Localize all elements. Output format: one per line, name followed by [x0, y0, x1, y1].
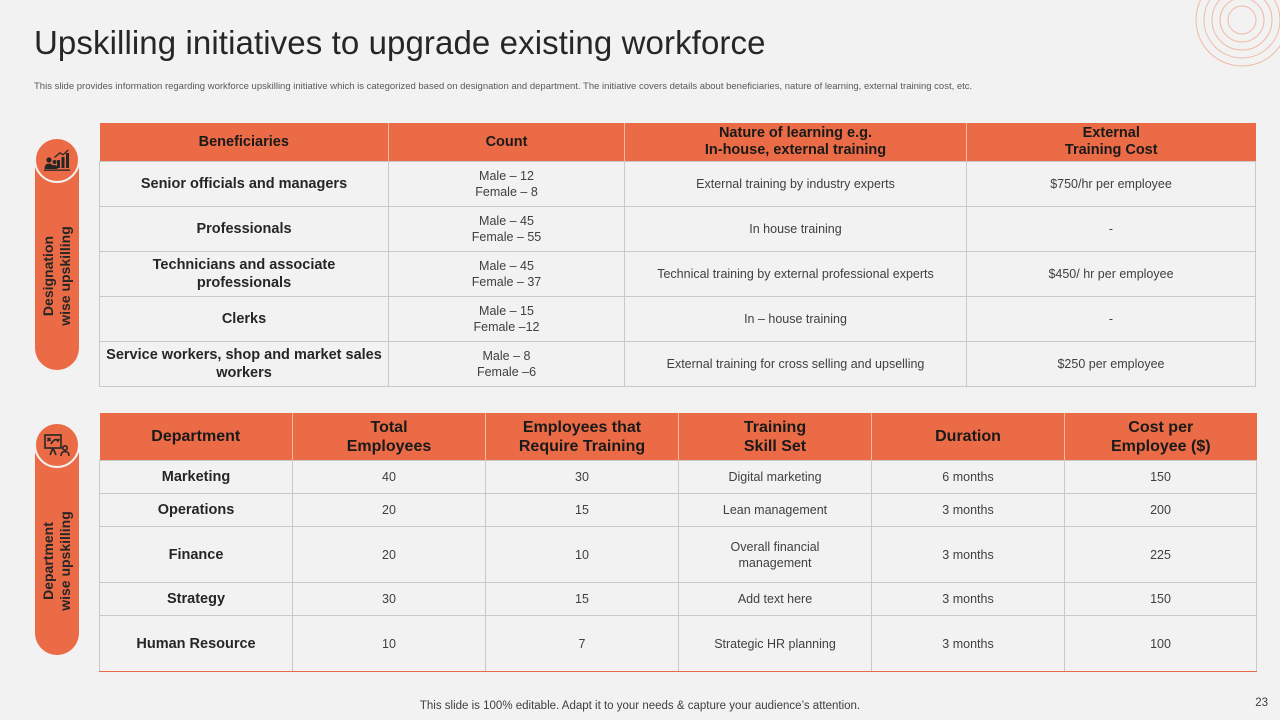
duration-cell: 3 months: [871, 615, 1065, 672]
skill-set-cell: Digital marketing: [678, 460, 872, 494]
header-department: Department: [99, 413, 293, 461]
duration-cell: 3 months: [871, 526, 1065, 583]
department-label-line1: Department: [40, 521, 56, 600]
cost-cell: $450/ hr per employee: [966, 251, 1256, 297]
skill-set-cell: Lean management: [678, 493, 872, 527]
total-employees-cell: 20: [292, 493, 486, 527]
department-cell: Strategy: [99, 582, 293, 616]
department-label-line2: wise upskilling: [57, 510, 73, 611]
duration-cell: 6 months: [871, 460, 1065, 494]
cost-cell: 100: [1064, 615, 1257, 672]
total-employees-cell: 30: [292, 582, 486, 616]
table-row: Senior officials and managers Male – 12 F…: [99, 161, 1256, 207]
total-employees-cell: 10: [292, 615, 486, 672]
header-external-training-cost: External Training Cost: [966, 123, 1256, 162]
nature-cell: In – house training: [624, 296, 967, 342]
duration-cell: 3 months: [871, 582, 1065, 616]
count-cell: Male – 45 Female – 37: [388, 251, 625, 297]
designation-label-line2: wise upskilling: [57, 225, 73, 326]
header-duration: Duration: [871, 413, 1065, 461]
table-header-row: Department Total Employees Employees that…: [99, 413, 1257, 461]
skill-set-cell: Strategic HR planning: [678, 615, 872, 672]
cost-cell: 150: [1064, 460, 1257, 494]
nature-cell: Technical training by external professio…: [624, 251, 967, 297]
header-employees-require-training: Employees that Require Training: [485, 413, 679, 461]
designation-label-line1: Designation: [40, 235, 56, 316]
department-cell: Human Resource: [99, 615, 293, 672]
department-side-label: Department wise upskilling: [34, 422, 80, 655]
slide-title: Upskilling initiatives to upgrade existi…: [34, 24, 766, 61]
cost-cell: 200: [1064, 493, 1257, 527]
cost-cell: -: [966, 206, 1256, 252]
table-row: Service workers, shop and market sales w…: [99, 341, 1256, 387]
total-employees-cell: 20: [292, 526, 486, 583]
concentric-circles-decoration: [1195, 0, 1280, 67]
total-employees-cell: 40: [292, 460, 486, 494]
beneficiary-cell: Clerks: [99, 296, 389, 342]
designation-side-label: Designation wise upskilling: [34, 137, 80, 370]
beneficiary-cell: Service workers, shop and market sales w…: [99, 341, 389, 387]
count-cell: Male – 15 Female –12: [388, 296, 625, 342]
require-training-cell: 15: [485, 582, 679, 616]
table-row: Finance 20 10 Overall financial manageme…: [99, 526, 1257, 583]
skill-set-cell: Overall financial management: [678, 526, 872, 583]
cost-cell: $750/hr per employee: [966, 161, 1256, 207]
count-cell: Male – 8 Female –6: [388, 341, 625, 387]
table-row: Technicians and associate professionals …: [99, 251, 1256, 297]
beneficiary-cell: Senior officials and managers: [99, 161, 389, 207]
header-beneficiaries: Beneficiaries: [99, 123, 389, 162]
count-cell: Male – 12 Female – 8: [388, 161, 625, 207]
skill-set-cell: Add text here: [678, 582, 872, 616]
table-row: Strategy 30 15 Add text here 3 months 15…: [99, 582, 1257, 616]
count-cell: Male – 45 Female – 55: [388, 206, 625, 252]
nature-cell: External training by industry experts: [624, 161, 967, 207]
beneficiary-cell: Technicians and associate professionals: [99, 251, 389, 297]
department-cell: Finance: [99, 526, 293, 583]
cost-cell: 225: [1064, 526, 1257, 583]
cost-cell: -: [966, 296, 1256, 342]
department-upskilling-table: Department Total Employees Employees that…: [99, 413, 1257, 672]
nature-cell: External training for cross selling and …: [624, 341, 967, 387]
duration-cell: 3 months: [871, 493, 1065, 527]
require-training-cell: 15: [485, 493, 679, 527]
beneficiary-cell: Professionals: [99, 206, 389, 252]
require-training-cell: 10: [485, 526, 679, 583]
growth-chart-people-icon: [34, 137, 80, 183]
header-cost-per-employee: Cost per Employee ($): [1064, 413, 1257, 461]
require-training-cell: 7: [485, 615, 679, 672]
department-cell: Operations: [99, 493, 293, 527]
slide-footer: This slide is 100% editable. Adapt it to…: [419, 700, 861, 712]
table-row: Professionals Male – 45 Female – 55 In ho…: [99, 206, 1256, 252]
table-row: Operations 20 15 Lean management 3 month…: [99, 493, 1257, 527]
header-total-employees: Total Employees: [292, 413, 486, 461]
table-header-row: Beneficiaries Count Nature of learning e…: [99, 123, 1256, 162]
nature-cell: In house training: [624, 206, 967, 252]
header-training-skill-set: Training Skill Set: [678, 413, 872, 461]
strategy-board-icon: [34, 422, 80, 468]
table-row: Marketing 40 30 Digital marketing 6 mont…: [99, 460, 1257, 494]
cost-cell: 150: [1064, 582, 1257, 616]
header-nature-of-learning: Nature of learning e.g. In-house, externa…: [624, 123, 967, 162]
page-number: 23: [1255, 697, 1268, 709]
department-cell: Marketing: [99, 460, 293, 494]
header-count: Count: [388, 123, 625, 162]
slide-subtitle: This slide provides information regardin…: [34, 81, 973, 92]
table-row: Human Resource 10 7 Strategic HR plannin…: [99, 615, 1257, 672]
table-row: Clerks Male – 15 Female –12 In – house tr…: [99, 296, 1256, 342]
designation-upskilling-table: Beneficiaries Count Nature of learning e…: [99, 123, 1256, 387]
require-training-cell: 30: [485, 460, 679, 494]
cost-cell: $250 per employee: [966, 341, 1256, 387]
